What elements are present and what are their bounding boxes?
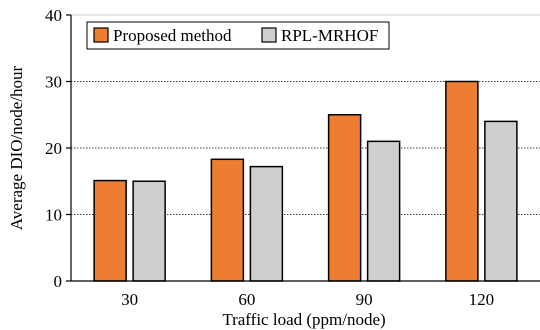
y-tick-labels: 0 10 20 30 40: [45, 6, 62, 291]
bar-rpl-mrhof-60: [249, 165, 284, 282]
y-axis-label: Average DIO/node/hour: [7, 65, 26, 230]
x-axis-label: Traffic load (ppm/node): [222, 310, 385, 329]
legend-box: [86, 21, 390, 50]
y-tick-label: 10: [45, 206, 62, 225]
bar-rpl-mrhof-30: [132, 180, 166, 282]
legend-label-proposed: Proposed method: [113, 26, 232, 45]
x-tick-label: 90: [356, 290, 373, 309]
y-tick-label: 40: [45, 6, 62, 25]
x-tick-label: 30: [121, 290, 138, 309]
bar-proposed-60: [210, 158, 245, 282]
bar-proposed-90: [327, 114, 362, 282]
legend: Proposed method RPL-MRHOF: [86, 21, 390, 50]
y-tick-label: 30: [45, 73, 62, 92]
legend-swatch-proposed: [93, 27, 109, 43]
bar-rpl-mrhof-120: [484, 120, 518, 282]
bars: [93, 80, 518, 282]
bar-proposed-120: [445, 80, 479, 282]
axes: [66, 14, 540, 282]
x-tick-label: 120: [469, 290, 495, 309]
bar-rpl-mrhof-90: [366, 140, 401, 282]
y-tick-label: 0: [54, 272, 63, 291]
x-tick-labels: 30 60 90 120: [121, 290, 494, 309]
legend-swatch-rpl-mrhof: [261, 27, 277, 43]
bar-proposed-30: [93, 179, 127, 282]
legend-label-rpl-mrhof: RPL-MRHOF: [281, 26, 378, 45]
x-tick-label: 60: [238, 290, 255, 309]
y-tick-label: 20: [45, 139, 62, 158]
